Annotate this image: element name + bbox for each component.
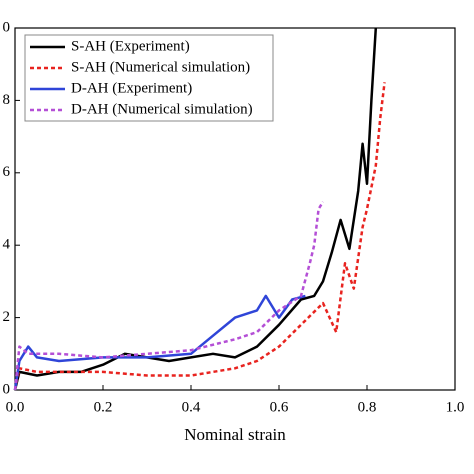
x-axis-label: Nominal strain [184, 425, 286, 444]
y-tick-label: 0 [3, 381, 11, 397]
legend-box [24, 34, 274, 122]
x-tick-label: 0.6 [270, 399, 289, 415]
y-tick-label: 2 [3, 309, 11, 325]
y-tick-label: 8 [3, 92, 11, 108]
series-line [13, 201, 325, 391]
legend-label: D-AH (Numerical simulation) [71, 101, 253, 117]
plot-frame [14, 27, 456, 391]
legend-label: S-AH (Numerical simulation) [71, 59, 250, 75]
x-tick-label: 0.8 [358, 399, 377, 415]
x-tick-label: 1.0 [446, 399, 465, 415]
x-tick-label: 0.2 [94, 399, 113, 415]
x-tick-label: 0.0 [6, 399, 25, 415]
series-line [13, 82, 386, 391]
x-tick-label: 0.4 [182, 399, 201, 415]
y-tick-label: 4 [3, 237, 11, 253]
legend-label: D-AH (Experiment) [71, 80, 192, 96]
legend-label: S-AH (Experiment) [71, 38, 190, 54]
y-tick-label: 6 [3, 164, 11, 180]
y-tick-label: 0 [3, 19, 11, 35]
series-line [13, 294, 306, 391]
